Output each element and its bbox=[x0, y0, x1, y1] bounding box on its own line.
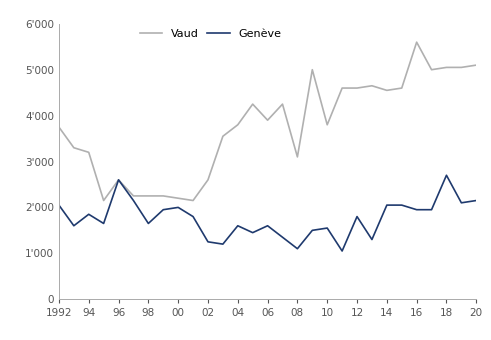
Vaud bbox=[115, 178, 121, 182]
Genève bbox=[250, 231, 256, 235]
Genève bbox=[71, 224, 77, 228]
Vaud bbox=[190, 199, 196, 203]
Genève bbox=[160, 208, 166, 212]
Vaud bbox=[235, 123, 241, 127]
Genève bbox=[175, 205, 181, 209]
Vaud bbox=[175, 196, 181, 200]
Vaud bbox=[459, 65, 464, 69]
Genève bbox=[309, 228, 315, 233]
Genève bbox=[473, 199, 479, 203]
Vaud bbox=[56, 125, 62, 129]
Genève bbox=[429, 208, 435, 212]
Genève bbox=[295, 247, 300, 251]
Genève bbox=[145, 221, 151, 225]
Legend: Vaud, Genève: Vaud, Genève bbox=[139, 29, 281, 39]
Vaud bbox=[131, 194, 136, 198]
Vaud bbox=[295, 155, 300, 159]
Vaud bbox=[354, 86, 360, 90]
Vaud bbox=[101, 199, 107, 203]
Vaud bbox=[414, 40, 420, 44]
Line: Vaud: Vaud bbox=[59, 42, 476, 201]
Genève bbox=[205, 240, 211, 244]
Genève bbox=[86, 212, 92, 216]
Genève bbox=[115, 178, 121, 182]
Vaud bbox=[443, 65, 449, 69]
Vaud bbox=[205, 178, 211, 182]
Line: Genève: Genève bbox=[59, 175, 476, 251]
Vaud bbox=[324, 123, 330, 127]
Vaud bbox=[473, 63, 479, 67]
Genève bbox=[190, 215, 196, 219]
Genève bbox=[56, 203, 62, 207]
Vaud bbox=[369, 84, 375, 88]
Vaud bbox=[265, 118, 271, 122]
Vaud bbox=[220, 134, 226, 138]
Genève bbox=[101, 221, 107, 225]
Vaud bbox=[71, 146, 77, 150]
Vaud bbox=[160, 194, 166, 198]
Genève bbox=[399, 203, 405, 207]
Vaud bbox=[429, 68, 435, 72]
Genève bbox=[279, 235, 285, 239]
Genève bbox=[220, 242, 226, 246]
Genève bbox=[384, 203, 390, 207]
Genève bbox=[265, 224, 271, 228]
Vaud bbox=[399, 86, 405, 90]
Vaud bbox=[145, 194, 151, 198]
Vaud bbox=[86, 150, 92, 154]
Genève bbox=[443, 173, 449, 177]
Genève bbox=[339, 249, 345, 253]
Vaud bbox=[250, 102, 256, 106]
Vaud bbox=[279, 102, 285, 106]
Genève bbox=[131, 199, 136, 203]
Vaud bbox=[309, 68, 315, 72]
Genève bbox=[324, 226, 330, 230]
Vaud bbox=[384, 88, 390, 92]
Genève bbox=[369, 237, 375, 241]
Vaud bbox=[339, 86, 345, 90]
Genève bbox=[354, 215, 360, 219]
Genève bbox=[459, 201, 464, 205]
Genève bbox=[235, 224, 241, 228]
Genève bbox=[414, 208, 420, 212]
